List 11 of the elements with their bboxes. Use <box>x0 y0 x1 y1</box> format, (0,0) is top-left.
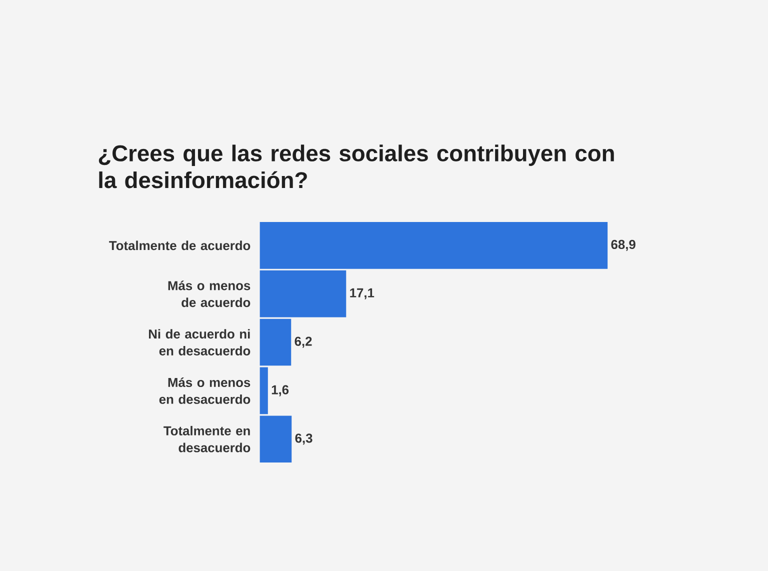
data-label: 68,9 <box>611 240 636 251</box>
data-label: 6,3 <box>295 434 312 445</box>
data-label: 17,1 <box>350 288 374 300</box>
data-label: 1,6 <box>272 385 289 396</box>
chart-title: ¿Crees que las redes sociales contribuyen con la desinformación? <box>98 144 614 188</box>
y-tick-label: Más o menos de acuerdo <box>168 280 250 308</box>
y-tick-label: Ni de acuerdo ni en desacuerdo <box>148 329 250 356</box>
y-tick-label: Más o menos en desacuerdo <box>159 377 250 404</box>
y-tick-label: Totalmente en desacuerdo <box>164 426 250 452</box>
data-label: 6,2 <box>294 336 312 348</box>
y-tick-label: Totalmente de acuerdo <box>109 240 250 250</box>
